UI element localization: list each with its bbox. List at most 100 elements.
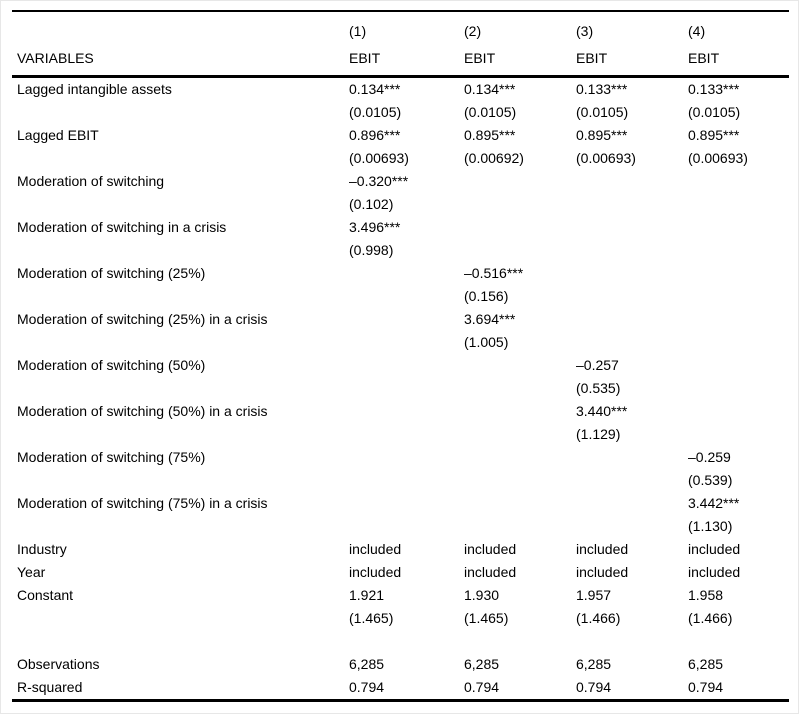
row-label xyxy=(12,377,349,400)
table-row: (0.156) xyxy=(12,285,789,308)
cell-value: 3.496*** xyxy=(349,219,401,235)
table-row: Moderation of switching (25%) in a crisi… xyxy=(12,308,789,331)
cell-value xyxy=(576,515,688,538)
cell-value xyxy=(576,308,688,331)
cell-value xyxy=(576,446,688,469)
row-label xyxy=(12,423,349,446)
model-number: (4) xyxy=(688,23,706,39)
cell-value xyxy=(576,630,688,653)
row-label: Moderation of switching xyxy=(17,173,165,189)
cell-value xyxy=(349,492,464,515)
cell-value: 1.921 xyxy=(349,587,385,603)
cell-value: 1.958 xyxy=(688,587,724,603)
row-label xyxy=(12,607,349,630)
cell-value: (0.0105) xyxy=(464,104,517,120)
cell-value: (1.465) xyxy=(349,610,394,626)
cell-value xyxy=(464,216,576,239)
cell-value xyxy=(464,469,576,492)
cell-value xyxy=(464,630,576,653)
cell-value xyxy=(349,469,464,492)
cell-value xyxy=(688,400,789,423)
table-row: R-squared 0.794 0.794 0.794 0.794 xyxy=(12,676,789,699)
cell-value xyxy=(688,239,789,262)
dep-var-label: EBIT xyxy=(349,50,381,66)
row-label: Lagged intangible assets xyxy=(17,81,172,97)
cell-value: 0.895*** xyxy=(576,127,628,143)
cell-value xyxy=(349,630,464,653)
cell-value xyxy=(349,423,464,446)
row-label xyxy=(12,193,349,216)
row-label xyxy=(12,469,349,492)
cell-value xyxy=(464,239,576,262)
cell-value: 6,285 xyxy=(464,656,500,672)
cell-value: 6,285 xyxy=(576,656,612,672)
cell-value: (0.00693) xyxy=(349,150,409,166)
table-row: Moderation of switching (75%) in a crisi… xyxy=(12,492,789,515)
cell-value: (0.0105) xyxy=(349,104,402,120)
table-row: (1.129) xyxy=(12,423,789,446)
cell-value xyxy=(349,446,464,469)
cell-value: 1.930 xyxy=(464,587,500,603)
cell-value: –0.257 xyxy=(576,357,619,373)
row-label xyxy=(12,239,349,262)
cell-value: 0.794 xyxy=(464,679,500,695)
model-number: (2) xyxy=(464,23,482,39)
cell-value: (0.00693) xyxy=(688,150,748,166)
cell-value: (1.466) xyxy=(576,610,621,626)
table-row: (1.005) xyxy=(12,331,789,354)
cell-value xyxy=(576,239,688,262)
table-row: (0.535) xyxy=(12,377,789,400)
cell-value: included xyxy=(464,541,517,557)
cell-value xyxy=(688,262,789,285)
cell-value xyxy=(576,469,688,492)
table-row: Year included included included included xyxy=(12,561,789,584)
table-row: Moderation of switching (50%) in a crisi… xyxy=(12,400,789,423)
cell-value: (0.535) xyxy=(576,380,621,396)
table-body: Lagged intangible assets 0.134*** 0.134*… xyxy=(12,78,789,699)
cell-value: included xyxy=(349,564,402,580)
model-number: (3) xyxy=(576,23,594,39)
cell-value xyxy=(464,400,576,423)
cell-value: –0.259 xyxy=(688,449,731,465)
cell-value: (1.130) xyxy=(688,518,733,534)
cell-value xyxy=(464,446,576,469)
row-label: Moderation of switching (50%) xyxy=(17,357,206,373)
cell-value xyxy=(464,170,576,193)
row-label: Year xyxy=(17,564,46,580)
cell-value: 0.896*** xyxy=(349,127,401,143)
table-row: Observations 6,285 6,285 6,285 6,285 xyxy=(12,653,789,676)
row-label: Moderation of switching in a crisis xyxy=(17,219,227,235)
table-row: Moderation of switching (25%) –0.516*** xyxy=(12,262,789,285)
regression-table: (1) (2) (3) (4) VARIABLES EBIT EBIT EBIT… xyxy=(12,10,789,702)
table-row: (0.00693) (0.00692) (0.00693) (0.00693) xyxy=(12,147,789,170)
table-row: Industry included included included incl… xyxy=(12,538,789,561)
cell-value: (0.539) xyxy=(688,472,733,488)
cell-value xyxy=(576,285,688,308)
cell-value: 0.134*** xyxy=(464,81,516,97)
row-label xyxy=(12,515,349,538)
cell-value: 3.442*** xyxy=(688,495,740,511)
cell-value: 6,285 xyxy=(688,656,724,672)
cell-value xyxy=(349,262,464,285)
cell-value: 0.134*** xyxy=(349,81,401,97)
cell-value: –0.320*** xyxy=(349,173,409,189)
cell-value xyxy=(464,193,576,216)
cell-value xyxy=(349,354,464,377)
table-row: (0.0105) (0.0105) (0.0105) (0.0105) xyxy=(12,101,789,124)
cell-value: (0.00693) xyxy=(576,150,636,166)
cell-value xyxy=(688,308,789,331)
row-label: Constant xyxy=(17,587,74,603)
row-label: Moderation of switching (75%) xyxy=(17,449,206,465)
cell-value xyxy=(688,630,789,653)
cell-value xyxy=(464,354,576,377)
table-row: Moderation of switching (75%) –0.259 xyxy=(12,446,789,469)
table-row: (0.998) xyxy=(12,239,789,262)
table-row xyxy=(12,630,789,653)
cell-value: 1.957 xyxy=(576,587,612,603)
cell-value xyxy=(576,262,688,285)
model-number: (1) xyxy=(349,23,367,39)
cell-value xyxy=(576,170,688,193)
cell-value: 3.440*** xyxy=(576,403,628,419)
cell-value xyxy=(349,285,464,308)
cell-value xyxy=(576,492,688,515)
